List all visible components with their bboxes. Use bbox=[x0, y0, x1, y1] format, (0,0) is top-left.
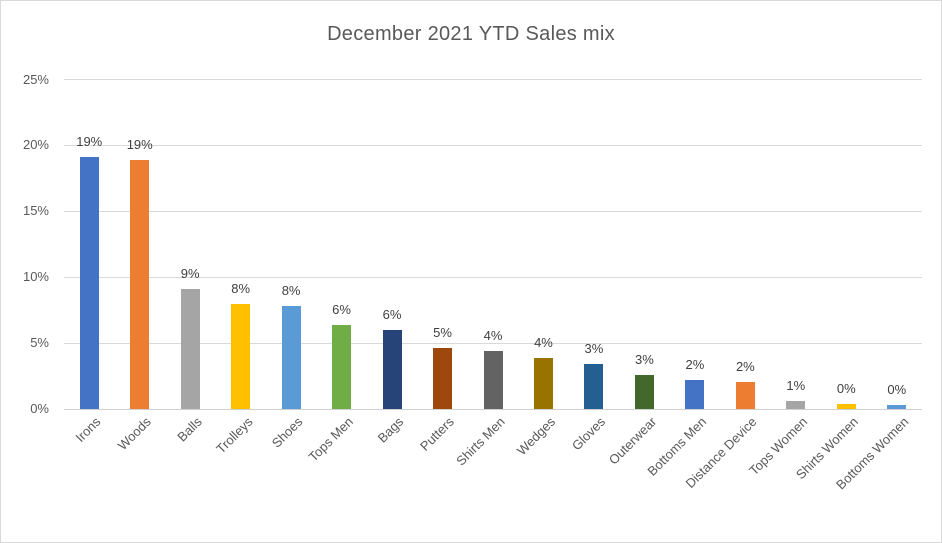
y-axis-tick-label: 10% bbox=[22, 269, 49, 285]
x-axis-line bbox=[64, 408, 922, 410]
gridline bbox=[64, 342, 922, 344]
bar-woods bbox=[130, 159, 150, 409]
data-label: 2% bbox=[685, 357, 705, 372]
bar-gloves bbox=[584, 364, 604, 409]
data-label: 8% bbox=[281, 283, 301, 299]
bar-tops-women bbox=[786, 401, 806, 409]
data-label: 0% bbox=[887, 382, 907, 398]
bar-shoes bbox=[281, 306, 301, 409]
data-label: 6% bbox=[332, 301, 351, 317]
data-label: 19% bbox=[126, 136, 153, 152]
gridline bbox=[64, 79, 922, 80]
bar-distance-device bbox=[735, 381, 755, 409]
x-axis-tick-label: Tops Men bbox=[305, 414, 357, 465]
bar-bottoms-men bbox=[685, 380, 705, 409]
gridline bbox=[64, 144, 922, 146]
bar-shirts-women bbox=[836, 403, 856, 409]
x-axis-tick-label: Woods bbox=[115, 414, 155, 454]
data-label: 5% bbox=[433, 325, 452, 341]
bar-bottoms-women bbox=[887, 405, 907, 409]
bar-trolleys bbox=[231, 303, 251, 409]
bar-shirts-men bbox=[483, 351, 503, 409]
data-label: 6% bbox=[382, 306, 402, 322]
x-axis-tick-label: Shoes bbox=[269, 414, 306, 451]
x-axis-tick-label: Balls bbox=[174, 414, 205, 445]
data-label: 4% bbox=[483, 328, 503, 343]
bar-wedges bbox=[533, 357, 553, 409]
gridline bbox=[64, 210, 922, 212]
data-label: 8% bbox=[231, 280, 251, 296]
data-label: 19% bbox=[76, 134, 103, 150]
data-label: 3% bbox=[635, 351, 654, 367]
x-axis-tick-label: Bags bbox=[375, 414, 407, 446]
data-label: 3% bbox=[584, 341, 604, 357]
data-label: 4% bbox=[534, 334, 553, 350]
data-label: 0% bbox=[836, 380, 856, 396]
x-axis-tick-label: Trolleys bbox=[212, 414, 256, 457]
bar-irons bbox=[79, 157, 99, 409]
bar-outerwear bbox=[634, 374, 654, 409]
gridline bbox=[64, 276, 922, 278]
bar-balls bbox=[180, 289, 200, 409]
x-axis-tick-label: Wedges bbox=[513, 414, 559, 459]
x-axis-tick-label: Putters bbox=[417, 414, 458, 454]
x-axis-tick-label: Irons bbox=[72, 414, 104, 446]
y-axis-tick-label: 0% bbox=[30, 401, 49, 416]
x-axis-tick-label: Outerwear bbox=[605, 414, 660, 468]
bar-bags bbox=[382, 329, 402, 409]
y-axis-tick-label: 25% bbox=[22, 71, 49, 87]
data-label: 9% bbox=[180, 266, 200, 282]
x-axis-tick-label: Shirts Men bbox=[453, 414, 508, 469]
y-axis-tick-label: 15% bbox=[22, 203, 49, 219]
y-axis-tick-label: 5% bbox=[30, 335, 49, 351]
chart-title: December 2021 YTD Sales mix bbox=[327, 23, 615, 45]
x-axis-tick-label: Gloves bbox=[569, 414, 609, 454]
y-axis-tick-label: 20% bbox=[22, 137, 49, 153]
data-label: 2% bbox=[735, 358, 755, 374]
data-label: 1% bbox=[786, 378, 806, 394]
bar-putters bbox=[433, 348, 453, 409]
bar-tops-men bbox=[332, 324, 352, 409]
